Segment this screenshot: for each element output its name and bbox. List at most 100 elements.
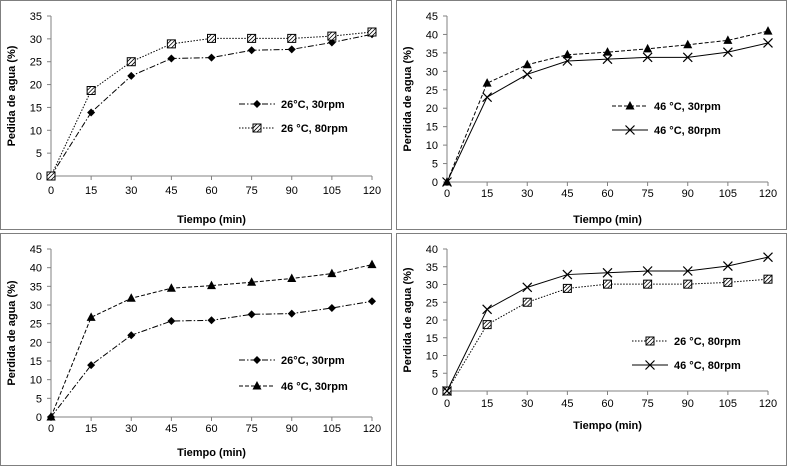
y-tick-label: 10 <box>30 375 42 387</box>
data-point <box>287 309 296 318</box>
chart-panel-bottom-right: 0 5 10 15 20 25 30 35 40 0 15 30 45 60 75 90 105 120 Tiemp… <box>396 233 787 466</box>
data-point <box>207 280 216 290</box>
data-point <box>368 297 376 306</box>
y-tick-label: 25 <box>426 85 438 97</box>
data-point <box>683 39 693 49</box>
x-tick-label: 30 <box>125 185 137 197</box>
y-axis-title: Perdida de agua (%) <box>402 46 414 151</box>
data-point <box>46 412 56 421</box>
data-point <box>722 47 733 58</box>
x-tick-label: 75 <box>246 423 258 435</box>
series-markers-1 <box>442 26 773 186</box>
x-tick-label: 15 <box>85 423 97 435</box>
data-point <box>87 361 96 370</box>
data-point <box>602 267 613 278</box>
data-point <box>442 177 452 187</box>
y-tick-label: 10 <box>426 351 438 363</box>
x-tick-label: 90 <box>286 423 298 435</box>
series-line-2 <box>50 264 373 418</box>
data-point <box>723 35 733 44</box>
x-tick-label: 90 <box>286 185 298 197</box>
chart-svg: 0 5 10 15 20 25 30 35 40 0 15 30 45 60 75 90 105 120 Tiemp… <box>402 244 777 432</box>
legend-entry-1: 26°C, 30rpm <box>239 355 345 367</box>
x-tick-label: 0 <box>444 398 450 410</box>
data-point <box>126 57 136 67</box>
data-point <box>367 259 377 269</box>
y-tick-label: 10 <box>30 125 42 137</box>
x-axis-title: Tiempo (min) <box>573 214 642 226</box>
data-point <box>166 283 176 292</box>
y-tick-label: 5 <box>432 368 438 380</box>
chart-svg: 0 5 10 15 20 25 30 35 0 15 30 45 60 75 90 105 120 Tiempo … <box>6 11 381 226</box>
data-point <box>683 279 693 289</box>
x-tick-label: 105 <box>719 398 737 410</box>
series-line-1 <box>446 30 769 183</box>
y-tick-label: 20 <box>30 337 42 349</box>
x-tick-label: 45 <box>561 188 573 200</box>
legend-entry-1: 26 °C, 80rpm <box>632 336 741 348</box>
y-tick-label: 40 <box>30 263 42 275</box>
y-tick-label: 40 <box>426 244 438 256</box>
y-tick-label: 0 <box>36 171 42 183</box>
y-tick-label: 15 <box>30 356 42 368</box>
legend-entry-1: 26°C, 30rpm <box>239 99 345 111</box>
data-point <box>126 293 136 302</box>
data-point <box>247 46 256 55</box>
x-tick-label: 105 <box>323 185 341 197</box>
x-tick-label: 0 <box>48 423 54 435</box>
series-line-1 <box>446 278 769 392</box>
data-point <box>287 273 297 282</box>
data-point <box>562 283 572 293</box>
x-tick-label: 0 <box>444 188 450 200</box>
x-tick-label: 45 <box>165 423 177 435</box>
data-point <box>763 274 773 284</box>
x-axis-title: Tiempo (min) <box>573 420 642 432</box>
data-point <box>207 33 216 43</box>
y-tick-label: 40 <box>426 29 438 41</box>
x-tick-label: 15 <box>481 188 493 200</box>
x-tick-label: 30 <box>521 188 533 200</box>
legend-entry-2: 46 °C, 80rpm <box>612 125 721 137</box>
data-point <box>287 33 297 43</box>
y-tick-label: 35 <box>30 281 42 293</box>
x-tick-label: 15 <box>85 185 97 197</box>
y-tick-label: 30 <box>30 300 42 312</box>
legend-marker <box>253 356 261 364</box>
data-point <box>763 26 773 35</box>
y-tick-label: 25 <box>30 319 42 331</box>
x-tick-label: 75 <box>642 188 654 200</box>
data-point <box>603 279 612 289</box>
series-line-1 <box>50 33 373 177</box>
y-tick-label: 25 <box>426 297 438 309</box>
x-tick-label: 45 <box>165 185 177 197</box>
legend-marker <box>252 381 262 390</box>
x-tick-label: 30 <box>521 398 533 410</box>
data-point <box>247 277 257 286</box>
data-point <box>602 54 613 65</box>
x-tick-label: 120 <box>759 188 777 200</box>
x-tick-label: 60 <box>601 398 613 410</box>
legend-label: 26°C, 30rpm <box>281 355 345 367</box>
y-tick-label: 35 <box>30 11 42 23</box>
x-axis-title: Tiempo (min) <box>177 447 246 459</box>
series-markers-2 <box>46 27 377 181</box>
chart-svg: 0 5 10 15 20 25 30 35 40 45 0 15 30 45 60 75 90 105 120 Tie… <box>6 244 381 459</box>
y-axis-title: Perdida de agua (%) <box>402 267 414 372</box>
y-tick-label: 30 <box>426 280 438 292</box>
data-point <box>642 52 653 63</box>
data-point <box>682 266 693 276</box>
data-point <box>482 92 493 103</box>
y-tick-label: 10 <box>426 140 438 152</box>
x-tick-label: 120 <box>759 398 777 410</box>
y-tick-label: 45 <box>30 244 42 256</box>
x-tick-label: 15 <box>481 398 493 410</box>
x-tick-label: 75 <box>642 398 654 410</box>
data-point <box>127 331 136 340</box>
data-point <box>562 49 572 59</box>
chart-panel-top-right: 0 5 10 15 20 25 30 35 40 45 0 15 30 45 60 75 90 105 120 Tie… <box>396 0 787 230</box>
y-tick-label: 30 <box>426 66 438 78</box>
legend-marker <box>252 123 262 133</box>
data-point <box>522 69 533 80</box>
legend-marker <box>645 336 655 346</box>
data-point <box>763 252 773 263</box>
